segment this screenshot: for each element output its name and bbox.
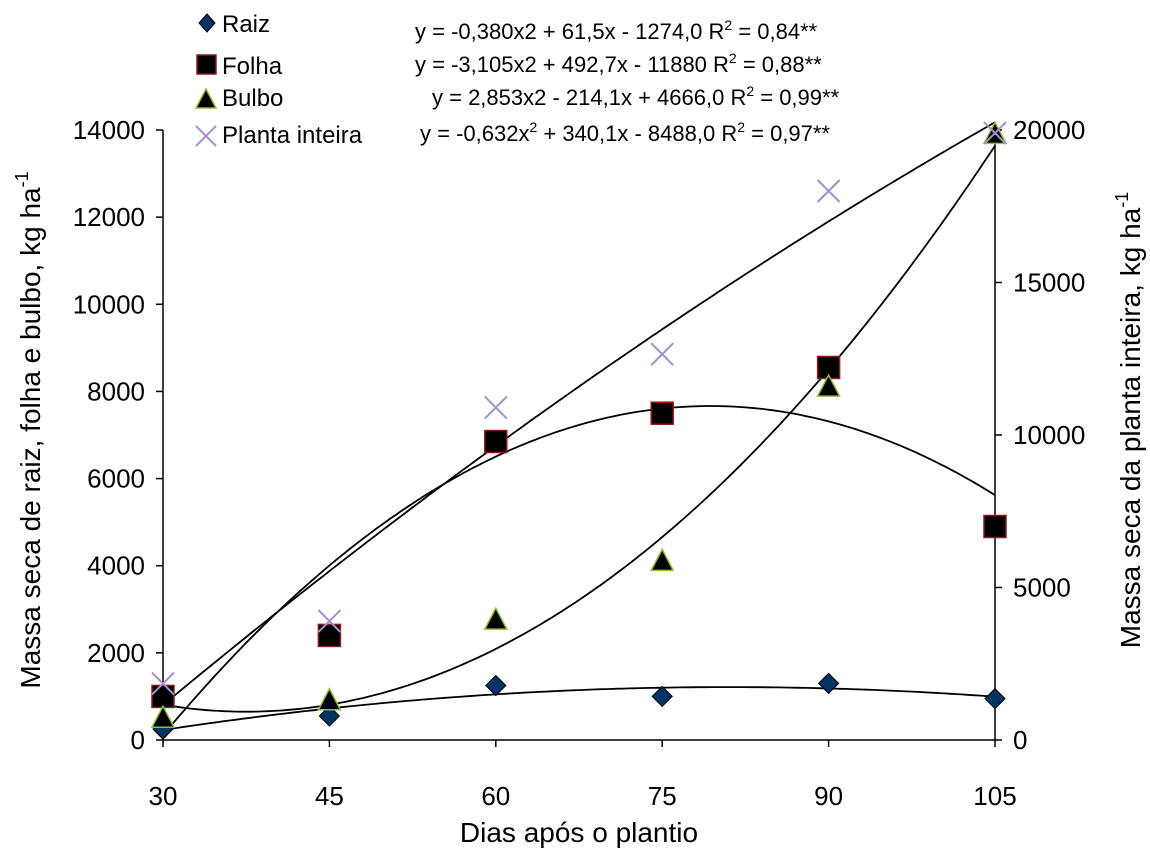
legend-item-bulbo: Bulbo y = 2,853x2 - 214,1x + 4666,0 R2 =… — [194, 83, 840, 112]
legend-item-raiz: Raiz y = -0,380x2 + 61,5x - 1274,0 R2 = … — [198, 11, 818, 44]
x-tick-label: 30 — [149, 781, 178, 811]
left-tick-label: 4000 — [87, 551, 145, 581]
right-axis-title-sup: -1 — [1112, 192, 1132, 208]
legend-label-planta-inteira: Planta inteira — [222, 122, 363, 149]
bulbo-point — [317, 687, 342, 711]
left-tick-label: 8000 — [87, 376, 145, 406]
x-tick-label: 45 — [315, 781, 344, 811]
right-axis-ticks: 0 5000 10000 15000 20000 — [995, 115, 1085, 755]
legend-label-folha: Folha — [222, 53, 283, 80]
folha-point — [484, 429, 508, 454]
equation-planta-sup2: 2 — [737, 119, 745, 135]
equation-planta-tail2: = 0,97** — [745, 121, 830, 146]
equation-raiz-tail: = 0,84** — [732, 19, 817, 44]
left-tick-label: 14000 — [73, 115, 145, 145]
raiz-point — [817, 672, 840, 695]
trend-curves — [162, 121, 996, 736]
trend-curve-bulbo — [162, 145, 996, 713]
equation-folha-sup: 2 — [729, 50, 737, 66]
x-tick-label: 75 — [648, 781, 677, 811]
left-axis-title: Massa seca de raiz, folha e bulbo, kg ha… — [12, 171, 46, 688]
folha-point — [151, 684, 175, 709]
equation-folha: y = -3,105x2 + 492,7x - 11880 R2 = 0,88*… — [415, 50, 822, 77]
x-axis-title: Dias após o plantio — [460, 817, 698, 848]
trend-curve-planta-inteira — [162, 121, 996, 706]
data-markers — [150, 120, 1008, 740]
bulbo-point — [649, 547, 675, 572]
equation-raiz: y = -0,380x2 + 61,5x - 1274,0 R2 = 0,84*… — [415, 17, 818, 44]
equation-bulbo-tail: = 0,99** — [754, 85, 839, 110]
right-tick-label: 15000 — [1013, 268, 1085, 298]
equation-planta-lead: y = -0,632x — [420, 121, 529, 146]
left-axis-ticks: 0 2000 4000 6000 8000 10000 12000 14000 — [73, 115, 163, 755]
left-tick-label: 12000 — [73, 202, 145, 232]
equation-planta-sup: 2 — [529, 119, 537, 135]
left-axis-title-sup: -1 — [12, 171, 32, 187]
planta-inteira-point — [484, 395, 508, 420]
right-tick-label: 0 — [1013, 725, 1027, 755]
x-axis-ticks: 30 45 60 75 90 105 — [149, 740, 1017, 811]
left-tick-label: 0 — [131, 725, 145, 755]
trend-curve-raiz — [162, 686, 996, 731]
folha-point — [650, 401, 674, 425]
right-axis-title: Massa seca da planta inteira, kg ha-1 — [1112, 192, 1146, 649]
left-axis-title-text: Massa seca de raiz, folha e bulbo, kg ha — [15, 187, 46, 689]
equation-raiz-lead: y = -0,380x2 + 61,5x - 1274,0 R — [415, 19, 724, 44]
bulbo-point — [150, 704, 176, 728]
planta-inteira-point — [317, 609, 342, 633]
x-tick-label: 60 — [481, 781, 510, 811]
equation-raiz-sup: 2 — [724, 17, 732, 33]
legend-triangle-marker — [194, 87, 218, 109]
raiz-point — [984, 687, 1006, 710]
equation-bulbo: y = 2,853x2 - 214,1x + 4666,0 R2 = 0,99*… — [432, 83, 840, 110]
folha-point — [317, 623, 342, 648]
planta-inteira-point — [816, 179, 841, 203]
equation-folha-tail: = 0,88** — [737, 52, 822, 77]
legend-square-marker — [196, 54, 217, 75]
right-axis-title-text: Massa seca da planta inteira, kg ha — [1115, 207, 1146, 648]
planta-inteira-point — [650, 342, 674, 366]
legend-label-bulbo: Bulbo — [222, 85, 283, 112]
left-tick-label: 2000 — [87, 638, 145, 668]
bulbo-point — [483, 606, 509, 630]
legend-item-folha: Folha y = -3,105x2 + 492,7x - 11880 R2 =… — [196, 50, 822, 80]
right-tick-label: 10000 — [1013, 420, 1085, 450]
legend: Raiz y = -0,380x2 + 61,5x - 1274,0 R2 = … — [194, 11, 840, 149]
legend-x-marker — [195, 125, 217, 147]
planta-inteira-point — [983, 121, 1007, 145]
equation-bulbo-lead: y = 2,853x2 - 214,1x + 4666,0 R — [432, 85, 746, 110]
equation-planta-tail: + 340,1x - 8488,0 R — [537, 121, 737, 146]
left-tick-label: 6000 — [87, 464, 145, 494]
planta-inteira-point — [151, 671, 175, 696]
equation-bulbo-sup: 2 — [746, 83, 754, 99]
bulbo-point — [816, 373, 841, 397]
raiz-point — [485, 674, 507, 697]
legend-diamond-marker — [198, 13, 216, 33]
legend-item-planta-inteira: Planta inteira y = -0,632x2 + 340,1x - 8… — [195, 119, 830, 149]
raiz-point — [651, 685, 673, 708]
right-tick-label: 20000 — [1013, 115, 1085, 145]
x-tick-label: 90 — [814, 781, 843, 811]
equation-planta-inteira: y = -0,632x2 + 340,1x - 8488,0 R2 = 0,97… — [420, 119, 830, 146]
x-tick-label: 105 — [973, 781, 1016, 811]
folha-point — [983, 514, 1007, 539]
legend-label-raiz: Raiz — [222, 11, 270, 38]
equation-folha-lead: y = -3,105x2 + 492,7x - 11880 R — [415, 52, 729, 77]
right-tick-label: 5000 — [1013, 573, 1071, 603]
left-tick-label: 10000 — [73, 289, 145, 319]
trend-curve-folha — [162, 405, 996, 736]
raiz-point — [318, 705, 341, 727]
